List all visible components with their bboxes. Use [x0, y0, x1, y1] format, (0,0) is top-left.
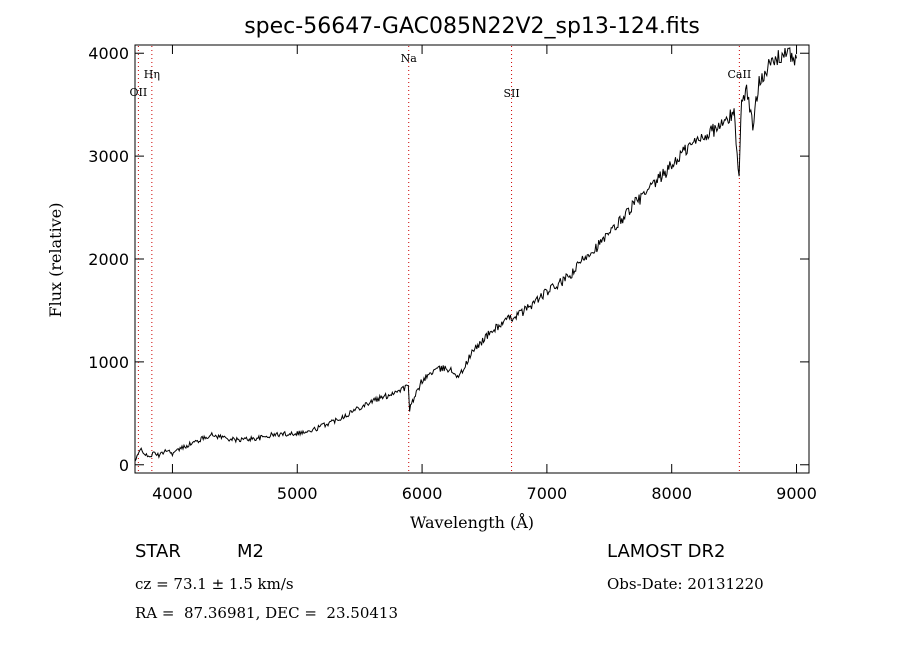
- x-tick-label: 6000: [402, 484, 443, 503]
- plot-frame: [134, 44, 810, 474]
- coordinates: RA = 87.36981, DEC = 23.50413: [135, 604, 399, 622]
- y-tick-label: 4000: [88, 44, 129, 63]
- y-tick-label: 0: [119, 456, 129, 475]
- line-marker-label: Na: [401, 52, 418, 65]
- obs-date: Obs-Date: 20131220: [607, 575, 764, 593]
- x-axis-label: Wavelength (Å): [410, 512, 534, 532]
- object-class: STAR: [135, 541, 181, 562]
- x-tick-label: 4000: [152, 484, 193, 503]
- x-tick-label: 8000: [651, 484, 692, 503]
- line-marker-label: OII: [130, 86, 148, 99]
- x-tick-label: 9000: [776, 484, 817, 503]
- spectrum-line: [134, 47, 797, 462]
- object-subclass: M2: [237, 541, 264, 562]
- line-marker-label: SII: [503, 87, 519, 100]
- x-tick-label: 7000: [527, 484, 568, 503]
- y-tick-label: 2000: [88, 250, 129, 269]
- axis-ticks: 4000 5000 6000 7000 8000 9000 0 1000 2000 3000 400…: [88, 44, 817, 503]
- x-tick-label: 5000: [277, 484, 318, 503]
- survey-name: LAMOST DR2: [607, 541, 726, 562]
- redshift-text: cz = 73.1 ± 1.5 km/s: [135, 575, 294, 593]
- y-tick-label: 1000: [88, 353, 129, 372]
- y-axis-label: Flux (relative): [46, 203, 65, 318]
- line-marker-label: CaII: [728, 68, 752, 81]
- y-tick-label: 3000: [88, 147, 129, 166]
- chart-title: spec-56647-GAC085N22V2_sp13-124.fits: [244, 14, 700, 39]
- line-marker-label: Hη: [144, 68, 160, 81]
- line-markers: Hη OII Na SII CaII: [130, 46, 752, 472]
- plot-area: [134, 47, 797, 462]
